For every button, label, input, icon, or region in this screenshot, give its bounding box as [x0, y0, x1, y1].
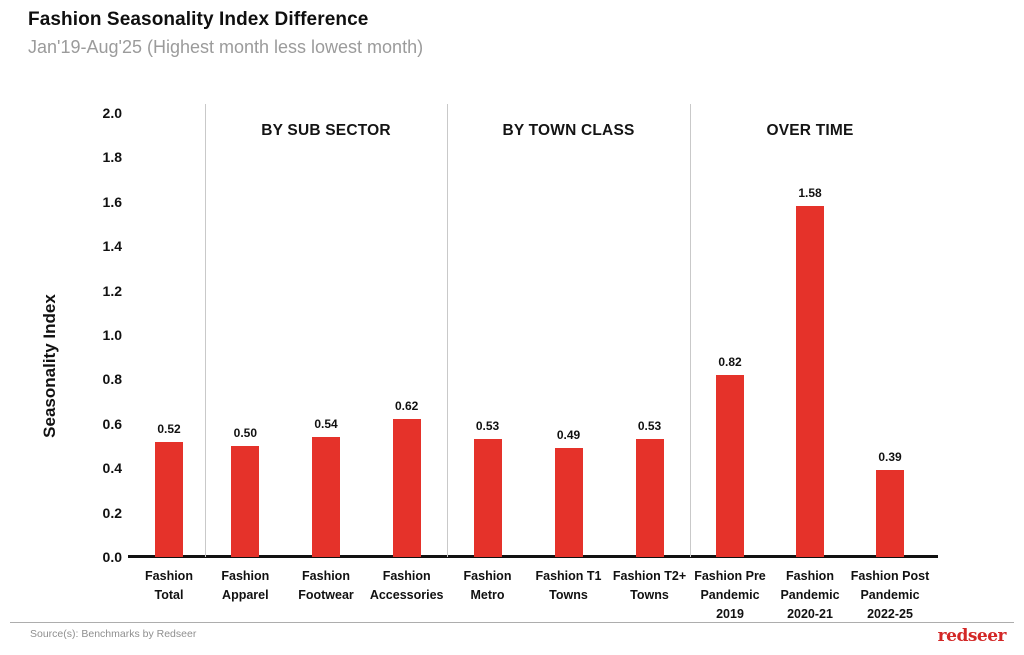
- section-divider: [690, 104, 691, 557]
- page-title: Fashion Seasonality Index Difference: [28, 9, 369, 30]
- y-tick-label: 1.4: [102, 238, 122, 255]
- bar-fashion-pandemic-2020-21: [796, 206, 824, 557]
- bar-fashion-apparel: [231, 446, 260, 557]
- bar-fashion-metro: [473, 439, 502, 557]
- category-label-fashion-accessories: Fashion Accessories: [369, 569, 444, 602]
- bar-value-label: 0.39: [878, 450, 902, 465]
- bar-fashion-total: [155, 441, 183, 557]
- category-label-fashion-pandemic-2020-21: Fashion Pandemic 2020-21: [780, 569, 840, 621]
- category-label-fashion-apparel: Fashion Apparel: [221, 569, 270, 602]
- category-label-fashion-metro: Fashion Metro: [463, 569, 512, 602]
- section-divider: [447, 104, 448, 557]
- y-tick-label: 0.0: [102, 549, 122, 565]
- bar-value-label: 0.52: [157, 421, 181, 436]
- footer-divider: [10, 622, 1014, 623]
- page-subtitle: Jan'19-Aug'25 (Highest month less lowest…: [28, 37, 424, 57]
- source-note: Source(s): Benchmarks by Redseer: [30, 628, 197, 640]
- y-tick-label: 0.4: [102, 460, 122, 477]
- bar-value-label: 1.58: [798, 186, 822, 201]
- category-label-fashion-t2-towns: Fashion T2+ Towns: [612, 569, 687, 602]
- category-label-fashion-footwear: Fashion Footwear: [298, 569, 354, 602]
- y-tick-label: 0.6: [102, 415, 122, 432]
- bar-fashion-footwear: [312, 437, 340, 557]
- bar-fashion-t1-towns: [554, 448, 583, 557]
- bar-value-label: 0.62: [394, 399, 419, 414]
- section-header-by-sub-sector: BY SUB SECTOR: [261, 122, 391, 139]
- bar-value-label: 0.54: [314, 417, 338, 432]
- category-label-fashion-post-pandemic-2022-25: Fashion Post Pandemic 2022-25: [850, 569, 930, 621]
- y-tick-label: 2.0: [102, 105, 122, 121]
- category-label-fashion-total: Fashion Total: [145, 569, 193, 602]
- y-tick-label: 1.0: [102, 327, 122, 343]
- bar-fashion-accessories: [392, 419, 421, 557]
- bar-value-label: 0.82: [718, 354, 742, 369]
- bar-fashion-post-pandemic-2022-25: [876, 470, 904, 557]
- bar-fashion-pre-pandemic-2019: [716, 374, 744, 557]
- x-axis-line: [128, 555, 938, 558]
- y-tick-label: 0.8: [102, 371, 122, 388]
- category-label-fashion-t1-towns: Fashion T1 Towns: [535, 569, 602, 602]
- section-divider: [205, 104, 206, 557]
- bar-fashion-t2-towns: [635, 439, 664, 557]
- bar-value-label: 0.50: [233, 426, 257, 440]
- y-tick-label: 1.6: [102, 193, 122, 210]
- category-label-fashion-pre-pandemic-2019: Fashion Pre Pandemic 2019: [694, 569, 766, 621]
- y-tick-label: 1.8: [102, 149, 122, 166]
- bar-value-label: 0.53: [637, 419, 662, 434]
- bar-value-label: 0.49: [556, 428, 581, 443]
- bar-value-label: 0.53: [475, 419, 500, 434]
- y-tick-label: 1.2: [102, 282, 122, 299]
- y-tick-label: 0.2: [102, 504, 122, 521]
- redseer-logo: redseer: [937, 626, 1007, 646]
- y-axis-title: Seasonality Index: [40, 294, 59, 438]
- section-header-by-town-class: BY TOWN CLASS: [502, 122, 635, 139]
- section-header-over-time: OVER TIME: [766, 122, 854, 139]
